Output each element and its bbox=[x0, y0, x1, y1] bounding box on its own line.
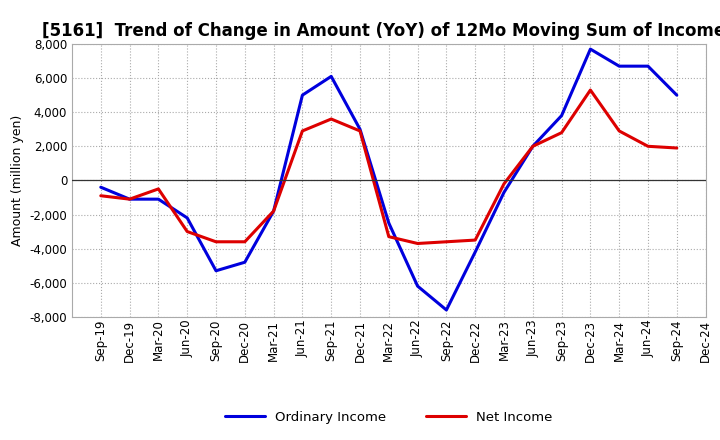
Ordinary Income bbox=[413, 283, 422, 289]
Net Income bbox=[644, 143, 652, 149]
Ordinary Income bbox=[528, 143, 537, 149]
Y-axis label: Amount (million yen): Amount (million yen) bbox=[11, 115, 24, 246]
Ordinary Income bbox=[212, 268, 220, 273]
Net Income bbox=[442, 239, 451, 244]
Net Income bbox=[240, 239, 249, 244]
Net Income bbox=[96, 193, 105, 198]
Ordinary Income bbox=[644, 63, 652, 69]
Net Income bbox=[615, 128, 624, 134]
Ordinary Income bbox=[471, 249, 480, 255]
Net Income bbox=[557, 130, 566, 136]
Net Income bbox=[154, 186, 163, 191]
Net Income bbox=[586, 88, 595, 93]
Legend: Ordinary Income, Net Income: Ordinary Income, Net Income bbox=[220, 405, 558, 429]
Ordinary Income bbox=[500, 190, 508, 195]
Ordinary Income bbox=[442, 307, 451, 312]
Ordinary Income bbox=[298, 92, 307, 98]
Net Income bbox=[500, 181, 508, 187]
Net Income bbox=[356, 128, 364, 134]
Net Income bbox=[327, 116, 336, 121]
Ordinary Income bbox=[96, 185, 105, 190]
Ordinary Income bbox=[125, 197, 134, 202]
Ordinary Income bbox=[557, 113, 566, 118]
Ordinary Income bbox=[586, 47, 595, 52]
Ordinary Income bbox=[240, 260, 249, 265]
Ordinary Income bbox=[327, 74, 336, 79]
Ordinary Income bbox=[356, 127, 364, 132]
Net Income bbox=[528, 143, 537, 149]
Net Income bbox=[212, 239, 220, 244]
Net Income bbox=[471, 238, 480, 243]
Ordinary Income bbox=[384, 220, 393, 226]
Net Income bbox=[672, 145, 681, 150]
Ordinary Income bbox=[269, 209, 278, 214]
Net Income bbox=[125, 197, 134, 202]
Net Income bbox=[269, 209, 278, 214]
Net Income bbox=[384, 234, 393, 239]
Net Income bbox=[298, 128, 307, 134]
Net Income bbox=[183, 229, 192, 234]
Ordinary Income bbox=[672, 92, 681, 98]
Ordinary Income bbox=[154, 197, 163, 202]
Ordinary Income bbox=[615, 63, 624, 69]
Net Income bbox=[413, 241, 422, 246]
Title: [5161]  Trend of Change in Amount (YoY) of 12Mo Moving Sum of Incomes: [5161] Trend of Change in Amount (YoY) o… bbox=[42, 22, 720, 40]
Line: Ordinary Income: Ordinary Income bbox=[101, 49, 677, 310]
Ordinary Income bbox=[183, 215, 192, 220]
Line: Net Income: Net Income bbox=[101, 90, 677, 243]
